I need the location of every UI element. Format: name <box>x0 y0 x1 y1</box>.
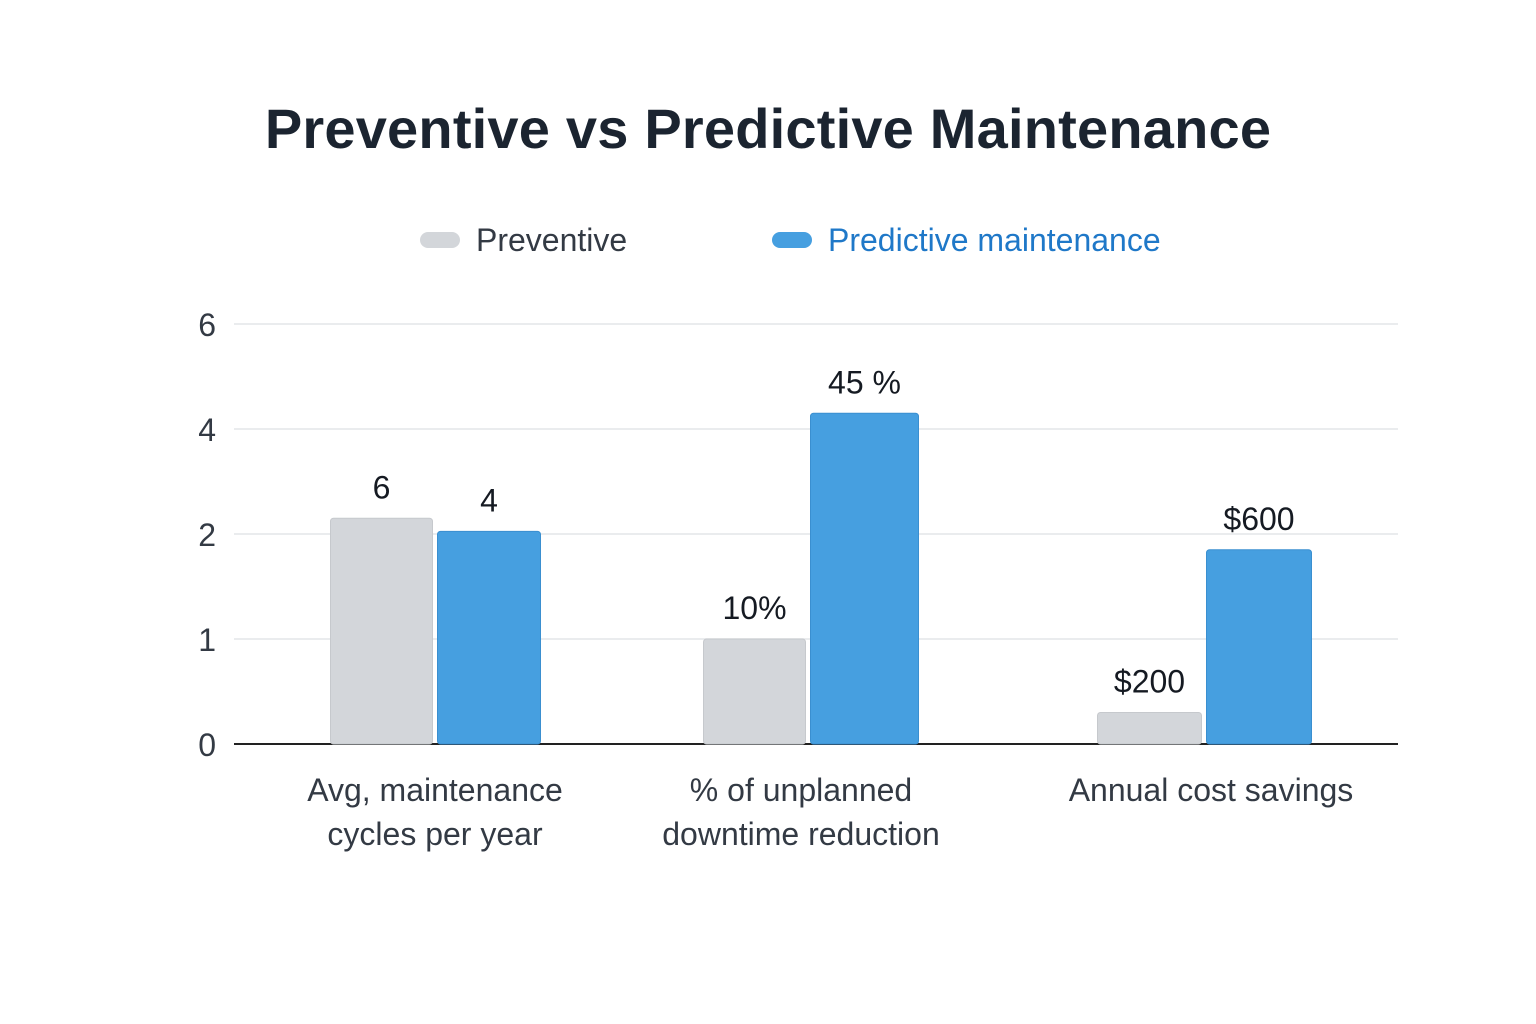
bar-predictive <box>1206 549 1312 745</box>
data-label: 45 % <box>828 364 901 400</box>
y-tick-label: 0 <box>198 727 216 763</box>
data-label: 10% <box>722 590 786 626</box>
category-label-line: Avg, maintenance <box>307 772 563 808</box>
bar-preventive <box>1097 712 1202 745</box>
legend-label-predictive: Predictive maintenance <box>828 222 1161 258</box>
legend-item-predictive: Predictive maintenance <box>772 222 1161 258</box>
y-tick-label: 2 <box>198 517 216 553</box>
category-label-line: downtime reduction <box>662 816 940 852</box>
y-tick-label: 1 <box>198 622 216 658</box>
chart-title: Preventive vs Predictive Maintenance <box>264 97 1272 160</box>
legend-swatch-preventive <box>420 232 460 248</box>
bar-predictive <box>437 530 541 745</box>
legend-swatch-predictive <box>772 232 812 248</box>
y-tick-label: 4 <box>198 412 216 448</box>
data-label: $600 <box>1223 501 1294 537</box>
category-label-line: cycles per year <box>327 816 543 852</box>
category-label: Avg, maintenance cycles per year <box>235 768 635 856</box>
category-label-line: Annual cost savings <box>1068 772 1354 808</box>
bar-preventive <box>330 517 433 745</box>
bar-preventive <box>703 638 806 745</box>
data-label: 4 <box>480 482 498 518</box>
data-label: $200 <box>1114 664 1185 700</box>
legend-label-preventive: Preventive <box>476 222 628 258</box>
bar-predictive <box>810 412 919 745</box>
y-tick-label: 6 <box>198 307 216 343</box>
legend-item-preventive: Preventive <box>420 222 627 258</box>
category-label: % of unplanned downtime reduction <box>601 768 1001 856</box>
category-label-line: % of unplanned <box>689 772 913 808</box>
data-label: 6 <box>373 469 391 505</box>
category-label: Annual cost savings <box>1011 768 1411 812</box>
